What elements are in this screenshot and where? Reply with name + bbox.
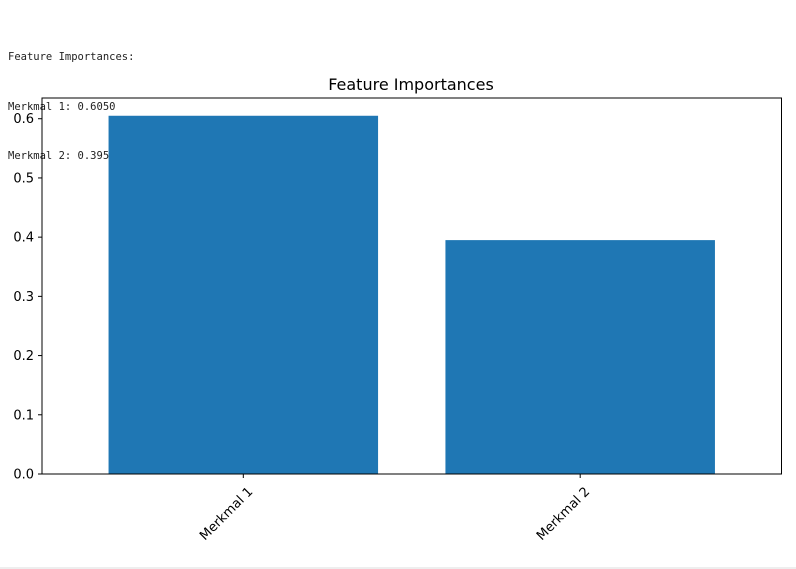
x-axis: Merkmal 1 Merkmal 2 [197,474,593,544]
x-tick-label: Merkmal 2 [534,484,593,543]
bar-2 [445,240,715,474]
y-tick-label: 0.5 [13,171,34,186]
x-tick-label: Merkmal 1 [197,484,256,543]
y-tick-label: 0.4 [13,231,34,246]
chart-bars [108,115,715,474]
chart-title: Feature Importances [328,75,494,94]
console-line-header: Feature Importances: [8,51,135,63]
y-axis: 0.0 0.1 0.2 0.3 0.4 0.5 0.6 [13,112,42,483]
y-tick-label: 0.1 [13,408,34,423]
y-tick-label: 0.3 [13,290,34,305]
console-line-feature-2: Merkmal 2: 0.3950 [8,150,116,162]
console-output: Feature Importances: Merkmal 1: 0.6050 M… [8,16,134,181]
y-tick-label: 0.0 [13,468,34,483]
console-line-feature-1: Merkmal 1: 0.6050 [8,100,116,113]
bar-1 [108,115,379,474]
bottom-divider [0,567,796,569]
y-tick-label: 0.6 [13,112,34,127]
y-tick-label: 0.2 [13,349,34,364]
plot-frame [41,97,782,475]
